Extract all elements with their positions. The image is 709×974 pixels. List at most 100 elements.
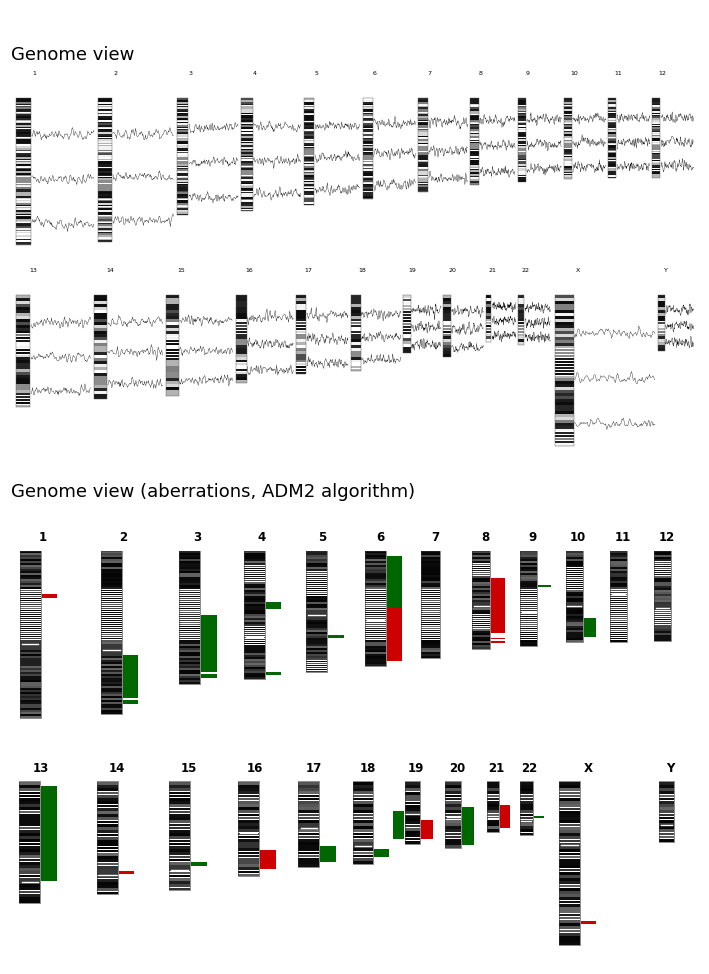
Bar <box>20 561 40 563</box>
Bar <box>659 795 674 798</box>
Bar <box>564 175 572 177</box>
Bar <box>363 185 373 187</box>
Bar <box>16 352 30 355</box>
Bar <box>98 178 112 180</box>
Bar <box>472 557 491 559</box>
Bar <box>518 132 526 133</box>
Text: 19: 19 <box>408 762 424 775</box>
Bar <box>608 100 616 102</box>
Bar <box>303 105 314 107</box>
Bar <box>306 658 327 660</box>
Bar <box>520 606 537 608</box>
Bar <box>418 161 428 162</box>
Bar <box>238 843 259 844</box>
Bar <box>16 304 30 307</box>
Bar <box>559 834 580 836</box>
Bar <box>179 570 200 571</box>
Bar <box>518 102 526 103</box>
Bar <box>654 605 671 606</box>
Bar <box>564 171 572 173</box>
Bar <box>518 100 526 102</box>
Bar <box>564 154 572 156</box>
Bar <box>518 164 526 166</box>
Bar <box>303 173 314 175</box>
Bar <box>177 120 189 122</box>
Bar <box>303 113 314 114</box>
Bar <box>16 144 31 146</box>
Bar <box>363 125 373 127</box>
Bar <box>608 124 616 125</box>
Bar <box>608 115 616 116</box>
Bar <box>166 295 179 298</box>
Bar <box>365 634 386 635</box>
Bar <box>566 600 583 602</box>
Bar <box>306 557 327 559</box>
Bar <box>418 173 428 174</box>
Bar <box>559 881 580 884</box>
Bar <box>101 650 122 652</box>
Bar <box>564 113 572 114</box>
Bar <box>559 891 580 894</box>
Bar <box>559 911 580 913</box>
Bar <box>363 191 373 192</box>
Bar <box>179 574 200 575</box>
Bar <box>472 643 491 645</box>
Bar <box>518 330 525 333</box>
Bar <box>445 781 462 848</box>
Bar <box>98 200 112 202</box>
Bar <box>365 625 386 627</box>
Bar <box>241 203 252 204</box>
Bar <box>169 781 190 890</box>
Bar <box>98 102 112 103</box>
Bar <box>445 788 462 791</box>
Bar <box>166 357 179 360</box>
Bar <box>564 173 572 175</box>
Bar <box>19 817 40 820</box>
Bar <box>303 197 314 198</box>
Bar <box>97 802 118 805</box>
Bar <box>16 148 31 150</box>
Bar <box>235 362 247 365</box>
Bar <box>403 325 411 328</box>
Bar <box>353 851 373 854</box>
Bar <box>306 581 327 583</box>
Bar <box>235 313 247 316</box>
Bar <box>97 805 118 807</box>
Bar <box>20 598 40 599</box>
Bar <box>566 553 583 555</box>
Bar <box>470 158 479 160</box>
Bar <box>365 619 386 621</box>
Bar <box>654 551 671 553</box>
Bar <box>101 555 122 557</box>
Bar <box>420 602 440 603</box>
Bar <box>559 888 580 890</box>
Bar <box>177 141 189 142</box>
Bar <box>241 160 252 161</box>
Bar <box>241 141 252 143</box>
Bar <box>559 929 580 932</box>
Bar <box>169 837 190 839</box>
Bar <box>566 561 583 563</box>
Bar <box>470 106 479 107</box>
Text: 6: 6 <box>376 532 385 544</box>
Bar <box>351 307 360 310</box>
Bar <box>365 559 386 561</box>
Bar <box>365 565 386 567</box>
Bar <box>306 630 327 632</box>
Bar <box>303 204 314 206</box>
Bar <box>16 381 30 384</box>
Bar <box>303 118 314 120</box>
Bar <box>652 118 660 120</box>
Bar <box>520 623 537 625</box>
Bar <box>420 634 440 635</box>
Bar <box>298 788 319 791</box>
Bar <box>405 828 420 831</box>
Bar <box>169 887 190 890</box>
Bar <box>518 166 526 168</box>
Bar <box>19 845 40 848</box>
Bar <box>179 561 200 563</box>
Bar <box>443 336 451 339</box>
Bar <box>445 813 462 816</box>
Bar <box>652 158 660 160</box>
Bar <box>472 572 491 574</box>
